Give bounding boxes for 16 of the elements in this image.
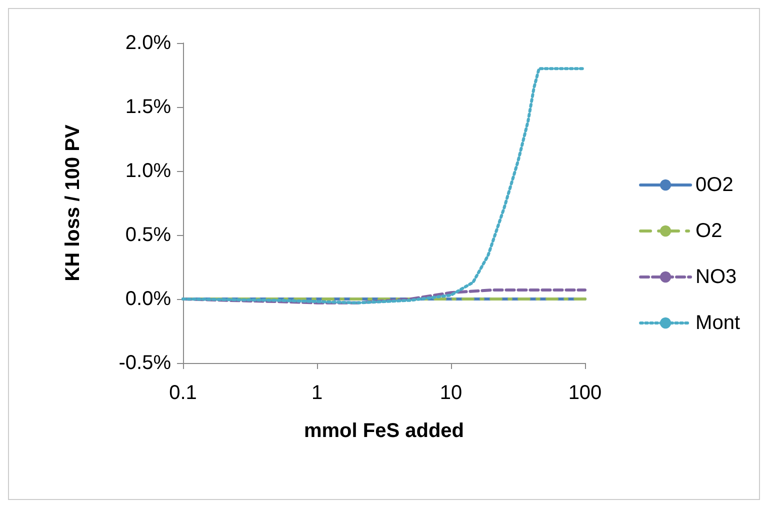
x-axis-title: mmol FeS added xyxy=(304,420,464,442)
legend-label: 0O2 xyxy=(696,174,734,196)
legend-label: O2 xyxy=(696,220,722,242)
x-tick-label: 100 xyxy=(568,382,602,404)
legend-label: Mont xyxy=(696,312,740,334)
x-tick-label: 10 xyxy=(440,382,462,404)
y-tick-label: 1.0% xyxy=(125,160,172,182)
y-tick-label: 0.0% xyxy=(125,288,172,310)
y-tick-label: 1.5% xyxy=(125,96,172,118)
legend-label: NO3 xyxy=(696,266,737,288)
y-tick-label: 2.0% xyxy=(125,32,172,54)
x-tick-label: 1 xyxy=(311,382,323,404)
x-tick-label: 0.1 xyxy=(169,382,197,404)
y-tick-label: 0.5% xyxy=(125,224,172,246)
y-tick-label: -0.5% xyxy=(118,352,172,374)
y-axis-title: KH loss / 100 PV xyxy=(62,124,84,282)
